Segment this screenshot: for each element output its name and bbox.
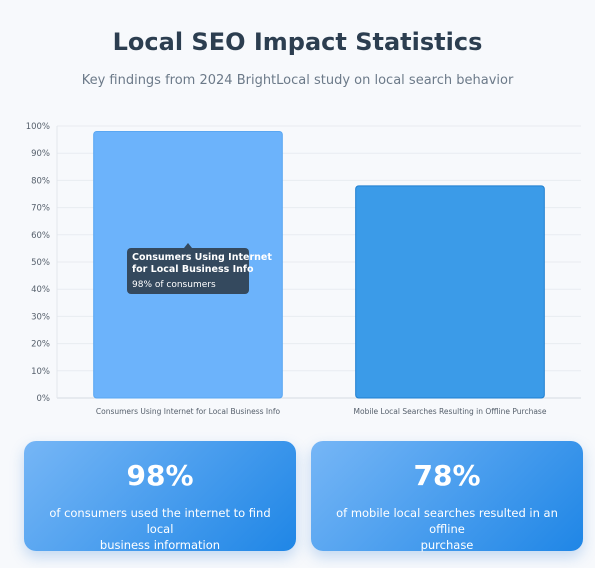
- bar: [355, 185, 545, 399]
- stat-card-mobile: 78% of mobile local searches resulted in…: [311, 441, 583, 553]
- y-tick-label: 30%: [31, 312, 50, 322]
- y-tick-label: 40%: [31, 285, 50, 295]
- x-tick-label: Consumers Using Internet for Local Busin…: [96, 407, 281, 416]
- stat-card-desc-line2: business information: [99, 538, 221, 552]
- y-tick-label: 70%: [31, 204, 50, 214]
- y-axis-ticks: 0% 10% 20% 30% 40% 50% 60% 70% 80% 90% 100%: [26, 122, 50, 404]
- x-tick-label: Mobile Local Searches Resulting in Offli…: [354, 407, 547, 416]
- y-tick-label: 50%: [31, 258, 50, 268]
- stat-card-value: 78%: [413, 459, 481, 492]
- stat-card-value: 98%: [126, 459, 194, 492]
- y-tick-label: 10%: [31, 367, 50, 377]
- y-tick-label: 100%: [26, 122, 50, 132]
- y-tick-label: 80%: [31, 176, 50, 186]
- stat-card-desc-line2: purchase: [420, 538, 474, 552]
- stat-card-description: of mobile local searches resulted in an …: [325, 505, 569, 553]
- bar-chart: 0% 10% 20% 30% 40% 50% 60% 70% 80% 90% 100% Consum…: [26, 122, 581, 416]
- y-tick-label: 90%: [31, 149, 50, 159]
- y-tick-label: 20%: [31, 340, 50, 350]
- tooltip-title-line1: Consumers Using Internet: [132, 252, 272, 263]
- stat-card-desc-line1: of consumers used the internet to find l…: [49, 506, 271, 536]
- page-subtitle: Key findings from 2024 BrightLocal study…: [81, 73, 514, 88]
- stat-card-desc-line1: of mobile local searches resulted in an …: [336, 506, 558, 536]
- tooltip-title-line2: for Local Business Info: [132, 264, 254, 275]
- tooltip-value: 98% of consumers: [132, 280, 216, 290]
- stat-card-description: of consumers used the internet to find l…: [38, 505, 282, 553]
- stat-card-internet: 98% of consumers used the internet to fi…: [24, 441, 296, 553]
- tooltip-arrow: [184, 243, 192, 248]
- page-title: Local SEO Impact Statistics: [112, 28, 483, 56]
- y-tick-label: 0%: [37, 394, 51, 404]
- y-tick-label: 60%: [31, 231, 50, 241]
- chart-tooltip: Consumers Using Internet for Local Busin…: [127, 243, 272, 294]
- x-axis-labels: Consumers Using Internet for Local Busin…: [96, 407, 547, 416]
- tooltip-box: [127, 248, 249, 294]
